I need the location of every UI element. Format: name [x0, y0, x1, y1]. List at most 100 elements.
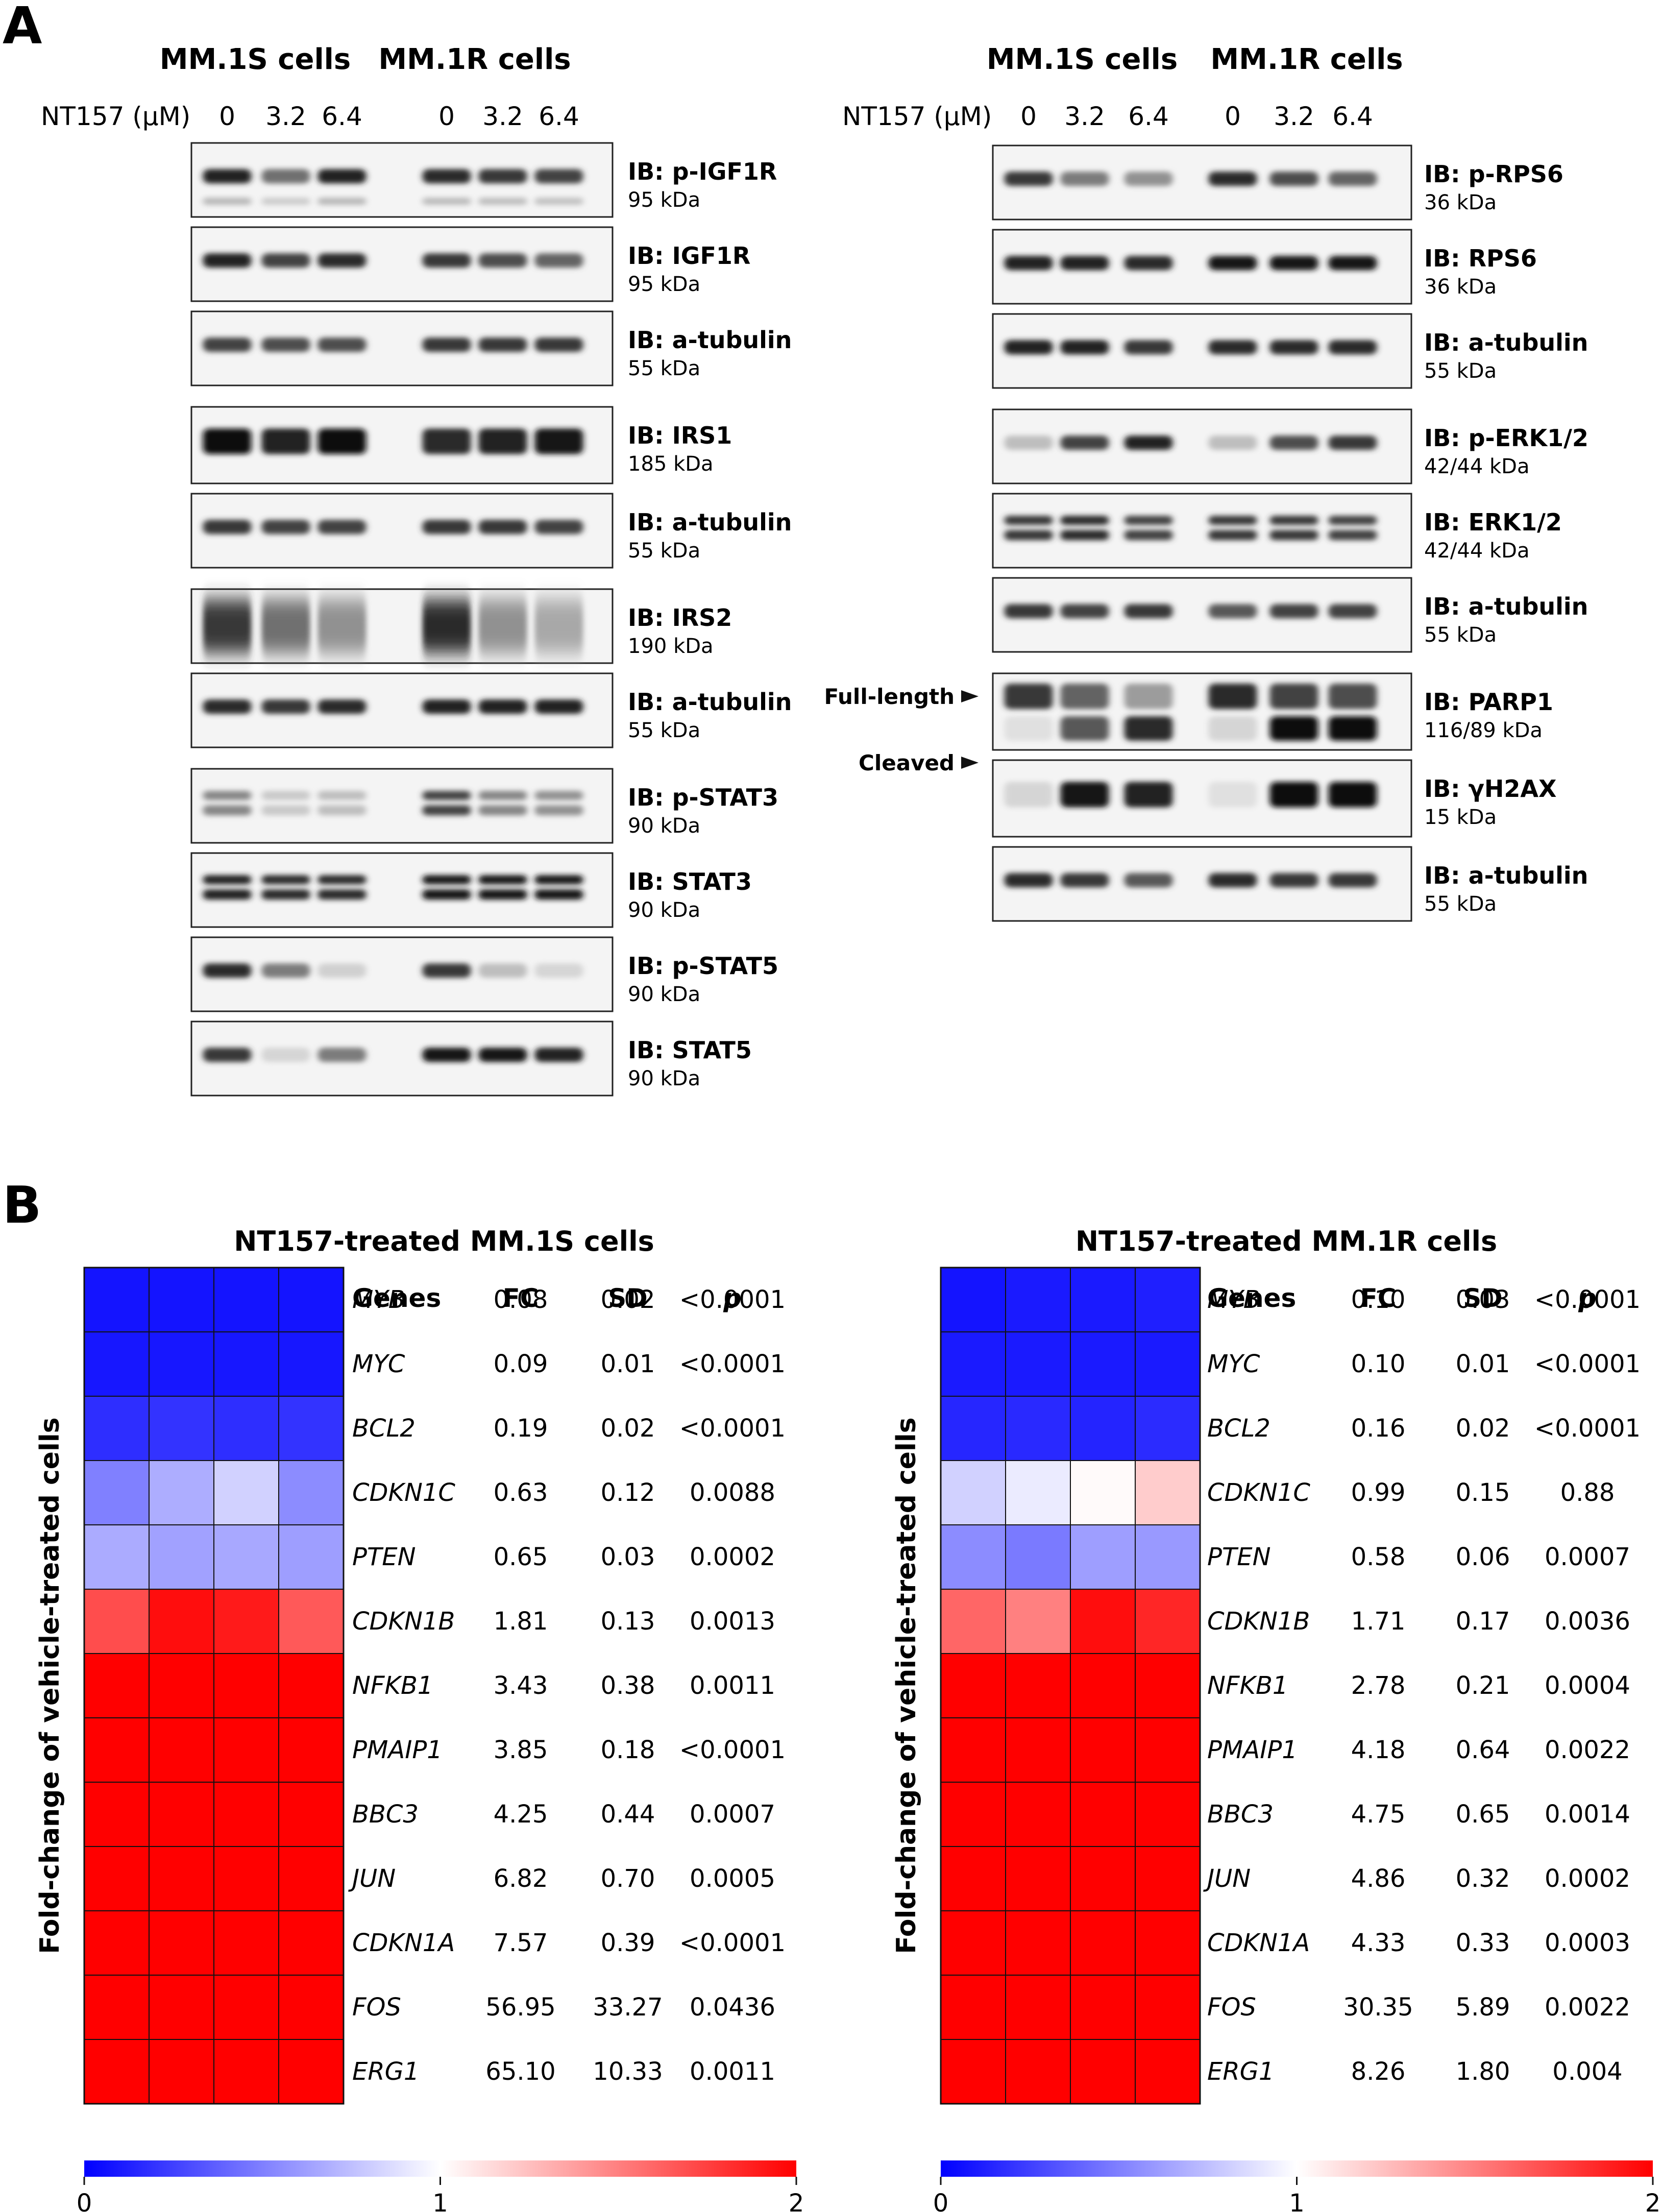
- blot-target-label: IB: RPS6: [1424, 245, 1537, 272]
- heatmap-cell: [278, 1782, 344, 1847]
- sd-value: 0.70: [601, 1864, 655, 1893]
- p-value: 0.0022: [1545, 1736, 1630, 1764]
- blot-band: [534, 875, 583, 885]
- gene-name: CDKN1A: [352, 1929, 455, 1957]
- blot-band: [203, 699, 252, 714]
- fold-change-value: 6.82: [494, 1864, 548, 1893]
- gene-name: MYC: [352, 1350, 405, 1378]
- blot-size-label: 185 kDa: [628, 452, 714, 476]
- blot-band-cleaved: [1004, 716, 1053, 741]
- colorbar-tick-label: 2: [789, 2189, 804, 2212]
- blot-size-label: 55 kDa: [628, 357, 700, 380]
- blot-band: [203, 337, 252, 352]
- gene-name: FOS: [352, 1993, 401, 2022]
- blot-target-label: IB: ERK1/2: [1424, 508, 1562, 536]
- blot-band: [422, 253, 471, 268]
- blot-band-faint: [534, 198, 583, 205]
- blot-band: [422, 599, 471, 653]
- heatmap-mm1r: NT157-treated MM.1R cells#1#2#3#4GenesFC…: [891, 1225, 1660, 2212]
- blot-size-label: 90 kDa: [628, 814, 700, 838]
- dose-label: 0: [1225, 102, 1241, 131]
- heatmap-cell: [1005, 1653, 1071, 1718]
- p-value: <0.0001: [679, 1414, 786, 1443]
- fold-change-value: 0.65: [494, 1543, 548, 1571]
- blot-band: [1060, 604, 1109, 619]
- blot-band: [1269, 256, 1318, 271]
- blot-band: [478, 1048, 527, 1062]
- fold-change-value: 7.57: [494, 1929, 548, 1957]
- heatmap-cell: [940, 1589, 1006, 1654]
- heatmap-cell: [84, 1910, 150, 1976]
- blot-band: [317, 805, 366, 816]
- fold-change-value: 4.33: [1351, 1929, 1406, 1957]
- colorbar-tick-label: 0: [77, 2189, 92, 2212]
- heatmap-cell: [278, 1267, 344, 1332]
- gene-name: MYC: [1207, 1350, 1260, 1378]
- panel-a-label: A: [3, 0, 42, 56]
- sd-value: 0.21: [1456, 1671, 1510, 1700]
- blot-band: [1328, 516, 1377, 525]
- blot-band: [534, 428, 583, 454]
- heatmap-cell: [1135, 1460, 1201, 1525]
- blot-band: [1208, 256, 1257, 271]
- sd-value: 10.33: [593, 2057, 663, 2086]
- blot-band: [422, 889, 471, 900]
- heatmap-cell: [1005, 1589, 1071, 1654]
- blot-band: [534, 520, 583, 534]
- blot-band: [534, 699, 583, 714]
- blot-band: [1124, 782, 1173, 808]
- sd-value: 5.89: [1456, 1993, 1510, 2022]
- p-value: 0.0005: [690, 1864, 775, 1893]
- heatmap-cell: [1070, 2039, 1136, 2104]
- blot-band: [261, 791, 310, 800]
- blot-band: [203, 253, 252, 268]
- heatmap-cell: [1135, 1846, 1201, 1911]
- blot-band: [317, 699, 366, 714]
- heatmap-cell: [940, 2039, 1006, 2104]
- fold-change-value: 0.58: [1351, 1543, 1406, 1571]
- blot-band: [203, 520, 252, 534]
- blot-band: [478, 169, 527, 184]
- heatmap-cell: [940, 1910, 1006, 1976]
- heatmap-cell: [84, 1331, 150, 1397]
- table-header-fc: FC: [1360, 1283, 1397, 1313]
- cell-line-title-mm1r: MM.1R cells: [378, 43, 571, 76]
- gene-name: NFKB1: [352, 1671, 433, 1700]
- blot-band: [1208, 684, 1257, 709]
- blot-band: [1124, 873, 1173, 888]
- blot-band: [1004, 684, 1053, 709]
- p-value: 0.0004: [1545, 1671, 1630, 1700]
- heatmap-cell: [278, 1331, 344, 1397]
- heatmap-cell: [84, 1589, 150, 1654]
- blot-band: [317, 791, 366, 800]
- colorbar: [84, 2160, 796, 2177]
- blot-band: [478, 791, 527, 800]
- blot-band: [261, 520, 310, 534]
- heatmap-cell: [84, 1975, 150, 2040]
- blot-target-label: IB: STAT3: [628, 868, 752, 895]
- dose-label: 6.4: [1128, 102, 1169, 131]
- heatmap-cell: [1005, 1717, 1071, 1783]
- blot-band: [422, 791, 471, 800]
- blot-band: [1328, 604, 1377, 619]
- fold-change-value: 4.25: [494, 1800, 548, 1829]
- blot-band: [1269, 340, 1318, 355]
- blot-band: [1124, 604, 1173, 619]
- blot-band: [1060, 435, 1109, 450]
- heatmap-cell: [1005, 1331, 1071, 1397]
- blot-target-label: IB: IGF1R: [628, 242, 750, 270]
- blot-band: [478, 699, 527, 714]
- p-value: <0.0001: [679, 1350, 786, 1378]
- cell-line-title-mm1s: MM.1S cells: [160, 43, 351, 76]
- blot-band: [1328, 530, 1377, 541]
- blot-size-label: 55 kDa: [1424, 359, 1497, 383]
- blot-band: [317, 599, 366, 653]
- heatmap-cell: [1070, 1331, 1136, 1397]
- sd-value: 0.38: [601, 1671, 655, 1700]
- blot-band: [422, 520, 471, 534]
- heatmap-cell: [149, 1524, 214, 1590]
- heatmap-title: NT157-treated MM.1S cells: [234, 1225, 654, 1257]
- blot-band: [478, 889, 527, 900]
- blot-size-label: 95 kDa: [628, 273, 700, 296]
- blot-band: [422, 428, 471, 454]
